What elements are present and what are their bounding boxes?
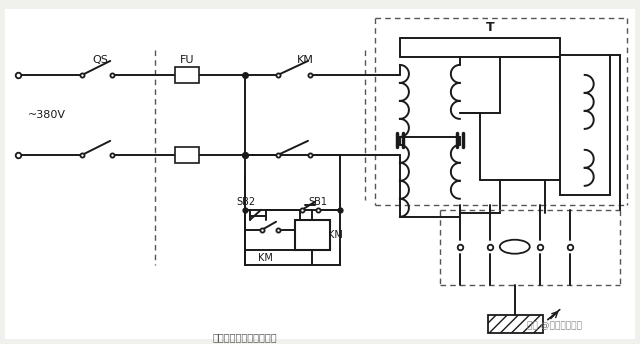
Text: QS: QS	[92, 55, 108, 65]
Text: SB1: SB1	[308, 197, 328, 207]
Text: ~380V: ~380V	[28, 110, 67, 120]
Text: 头条 @技成电工课堂: 头条 @技成电工课堂	[527, 321, 582, 330]
Bar	[488, 315, 543, 333]
Bar	[560, 55, 610, 195]
Text: T: T	[486, 21, 494, 34]
Bar	[175, 67, 199, 83]
Text: KM: KM	[296, 55, 314, 65]
Ellipse shape	[500, 240, 530, 254]
Text: SB2: SB2	[237, 197, 255, 207]
Bar	[175, 147, 199, 163]
Text: FU: FU	[180, 55, 195, 65]
Text: KM: KM	[328, 230, 343, 240]
Bar	[295, 220, 330, 250]
Text: 图：电动机降压启动电路: 图：电动机降压启动电路	[212, 333, 277, 343]
Text: KM: KM	[258, 253, 273, 263]
